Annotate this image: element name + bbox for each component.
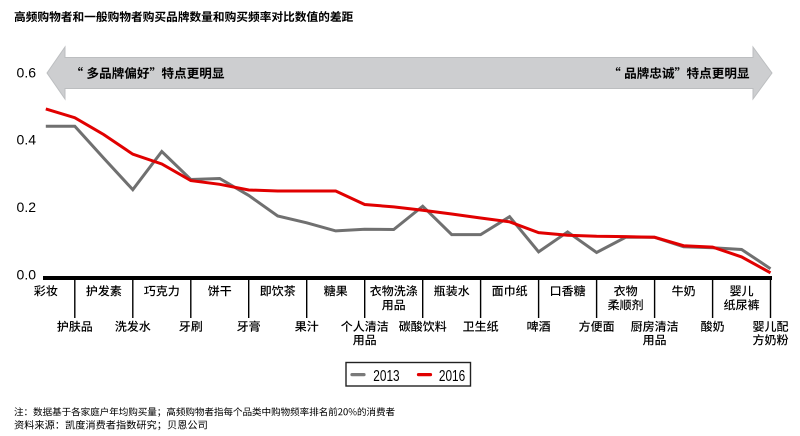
svg-text:0.0: 0.0 — [17, 267, 37, 283]
svg-text:2013: 2013 — [373, 368, 399, 385]
svg-text:0.6: 0.6 — [17, 65, 37, 81]
svg-text:0.4: 0.4 — [17, 132, 37, 148]
svg-text:0.2: 0.2 — [17, 199, 37, 215]
svg-text:2016: 2016 — [439, 368, 465, 385]
